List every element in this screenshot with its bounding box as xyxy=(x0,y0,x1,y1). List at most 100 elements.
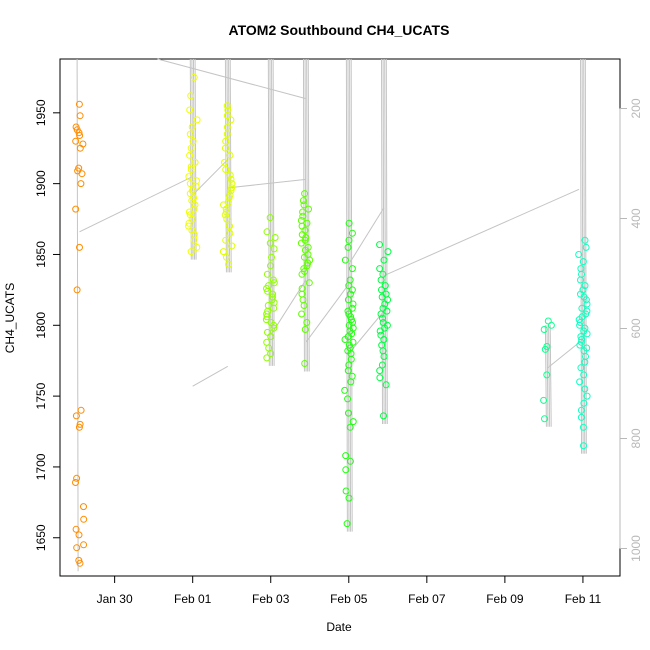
data-point xyxy=(190,236,198,244)
data-point xyxy=(78,170,86,178)
data-point xyxy=(223,130,231,138)
data-point xyxy=(575,251,583,258)
data-point xyxy=(345,494,353,502)
data-point xyxy=(345,282,353,290)
track-profile-line xyxy=(350,58,353,532)
track-profile-line xyxy=(272,58,275,366)
data-point xyxy=(185,173,193,181)
y-axis-title: CH4_UCATS xyxy=(3,283,17,353)
data-point xyxy=(263,354,271,362)
data-point xyxy=(186,151,194,159)
data-point xyxy=(381,300,389,308)
track-connector-line xyxy=(157,58,306,100)
chart-title: ATOM2 Southbound CH4_UCATS xyxy=(229,22,450,38)
data-point xyxy=(300,201,308,209)
data-point xyxy=(346,457,354,465)
data-point xyxy=(227,187,235,195)
x-axis: Jan 30 Feb 01 Feb 03 Feb 05 Feb 07 Feb 09 Feb … xyxy=(97,575,601,606)
data-point xyxy=(75,100,83,108)
data-point xyxy=(76,132,84,139)
data-point xyxy=(577,364,585,372)
data-point xyxy=(348,265,356,273)
data-point xyxy=(186,211,194,219)
data-point xyxy=(76,243,83,251)
data-point xyxy=(345,409,352,417)
track-profile-line xyxy=(189,58,192,260)
data-point xyxy=(223,123,231,131)
data-point xyxy=(187,163,195,171)
data-point xyxy=(581,282,589,290)
track-profile-line xyxy=(548,325,551,427)
data-point xyxy=(226,171,234,179)
data-point xyxy=(376,241,384,249)
flight-track-lines xyxy=(76,58,587,572)
track-profile-line xyxy=(76,58,79,572)
data-point xyxy=(263,313,271,321)
data-point xyxy=(187,166,195,173)
data-point xyxy=(192,183,200,190)
y-tick-label: 1950 xyxy=(34,99,48,126)
data-point xyxy=(301,190,309,198)
data-point xyxy=(73,474,81,482)
data-point xyxy=(228,180,236,188)
data-point xyxy=(186,190,194,198)
track-profile-line xyxy=(384,58,387,424)
data-point xyxy=(266,214,274,222)
data-point xyxy=(541,345,549,353)
data-point xyxy=(222,166,230,173)
data-point xyxy=(580,442,587,450)
data-point xyxy=(80,503,87,511)
data-point xyxy=(225,260,233,268)
data-point xyxy=(382,381,390,389)
data-point xyxy=(583,330,591,338)
track-profile-line xyxy=(583,58,586,454)
track-profile-line xyxy=(382,58,385,424)
data-point xyxy=(301,326,309,333)
data-point xyxy=(227,116,235,124)
data-point xyxy=(72,479,79,486)
data-point xyxy=(188,123,196,131)
data-point xyxy=(72,412,80,420)
x-tick-label: Feb 01 xyxy=(174,592,212,606)
track-profile-line xyxy=(229,58,232,273)
data-point xyxy=(266,239,274,247)
data-point xyxy=(582,296,590,304)
data-point xyxy=(270,245,278,253)
track-profile-line xyxy=(271,58,274,366)
x-tick-label: Jan 30 xyxy=(97,592,133,606)
track-profile-line xyxy=(228,58,231,273)
track-profile-line xyxy=(307,58,310,372)
data-point xyxy=(226,222,233,230)
track-profile-line xyxy=(549,325,552,427)
data-point xyxy=(271,234,279,241)
data-point xyxy=(376,327,384,335)
track-profile-line xyxy=(546,325,549,427)
data-point xyxy=(377,331,385,339)
data-point xyxy=(221,144,229,152)
x-axis-title: Date xyxy=(326,620,352,634)
data-point xyxy=(576,321,584,329)
data-point xyxy=(72,205,80,213)
data-point xyxy=(270,321,278,329)
data-point xyxy=(581,358,589,366)
data-point xyxy=(75,129,83,137)
track-profile-line xyxy=(544,325,547,427)
data-point xyxy=(191,158,199,166)
data-point xyxy=(187,144,195,152)
data-point xyxy=(580,371,588,379)
data-point xyxy=(225,194,233,202)
data-point xyxy=(577,406,585,414)
data-point xyxy=(186,106,194,114)
data-point xyxy=(379,314,386,322)
data-point xyxy=(73,544,81,552)
data-point xyxy=(298,270,306,278)
data-point xyxy=(267,350,275,358)
track-connector-line xyxy=(227,178,306,189)
data-point xyxy=(342,487,350,495)
data-point xyxy=(221,158,228,166)
y-axis: 1650 1700 1750 1800 1850 1900 1950 xyxy=(34,99,61,551)
data-point xyxy=(187,92,195,100)
track-profile-line xyxy=(226,58,229,273)
data-point xyxy=(345,236,353,244)
